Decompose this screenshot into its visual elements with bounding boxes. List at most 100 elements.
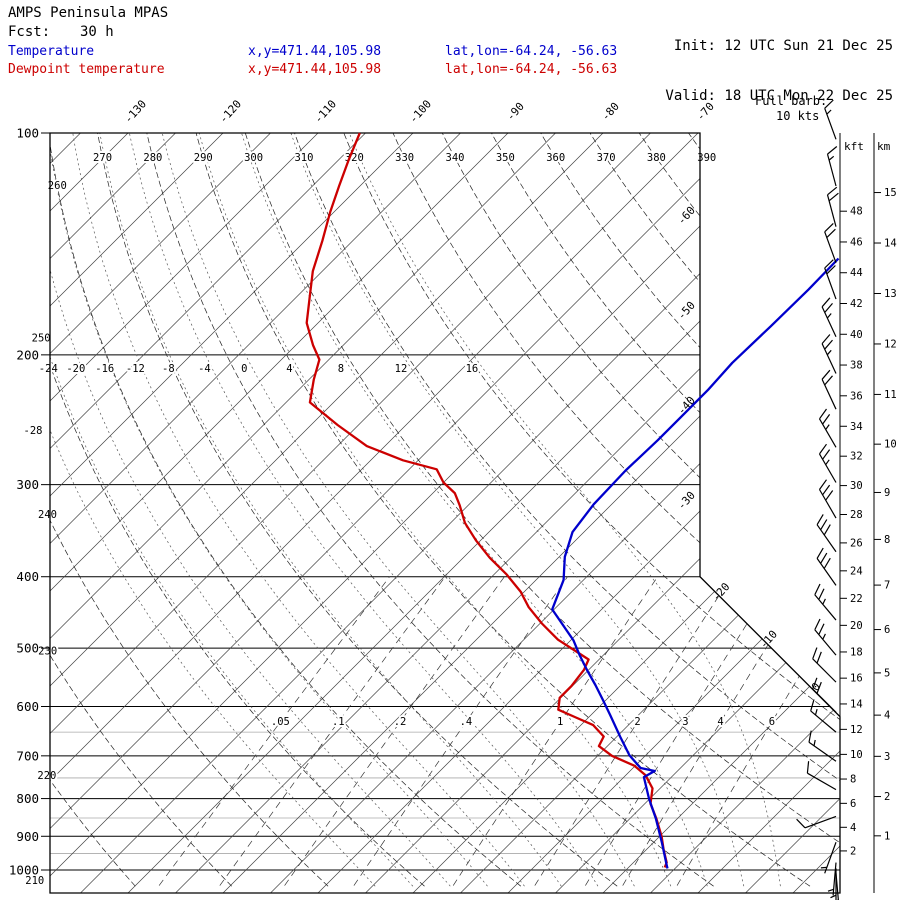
pressure-label: 700 — [16, 748, 39, 763]
theta-left-label: 260 — [48, 180, 67, 192]
isotherm — [50, 133, 224, 893]
valid-value: 18 UTC Mon 22 Dec 25 — [724, 88, 893, 104]
plot-labels: -28-24 -20 -16 -12 -8 -4 0 4 8 12 16.05.1.2.4 1 2 3 4 6… — [23, 97, 823, 889]
pressure-label: 300 — [16, 477, 39, 492]
isotherm — [270, 133, 840, 893]
pressure-axis: 100 200 300 400 500 600 700 800 900 1000 — [9, 126, 50, 878]
mixing-ratio-4 — [622, 576, 811, 886]
kft-tick-label: 26 — [850, 537, 863, 549]
kft-tick-label: 22 — [850, 593, 863, 605]
dry-adiabat-300 — [244, 133, 840, 887]
kft-tick-label: 8 — [850, 774, 856, 786]
theta-left-label: 250 — [32, 332, 51, 344]
mixing-ratio-label: .05 — [271, 716, 290, 728]
mixing-ratio-label: 3 — [682, 716, 688, 728]
isotherm — [365, 133, 840, 893]
pressure-label: 900 — [16, 829, 39, 844]
isotherm — [0, 133, 33, 893]
theta-top-label: 270 — [93, 152, 112, 164]
mixing-ratio-label: .1 — [332, 716, 345, 728]
dewpoint-latlon: lat,lon=-64.24, -56.63 — [445, 62, 618, 77]
kft-tick-label: 20 — [850, 620, 863, 632]
isotherm-top-label: -100 — [407, 97, 434, 125]
kft-tick-label: 10 — [850, 749, 863, 761]
theta-top-label: 360 — [546, 152, 565, 164]
isotherm — [50, 133, 651, 893]
mixing-ratio-label: .4 — [460, 716, 473, 728]
moist-adiabat-label: -20 — [66, 363, 85, 375]
moist-adiabat--16 — [50, 133, 488, 887]
mixing-ratio-label: .2 — [394, 716, 407, 728]
barb-scale-note-line1: Full barb: — [755, 94, 828, 108]
km-tick-label: 3 — [884, 751, 890, 763]
dry-adiabat-290 — [195, 133, 811, 887]
dry-adiabat-330 — [392, 133, 840, 887]
moist-adiabat--8 — [99, 133, 562, 887]
theta-top-label: 340 — [446, 152, 465, 164]
isotherm-top-label: -130 — [122, 97, 149, 125]
moist-adiabat-label: 12 — [395, 363, 408, 375]
moist-adiabat-label: -24 — [39, 363, 58, 375]
moist-adiabat-label: 0 — [241, 363, 247, 375]
kft-tick-label: 18 — [850, 646, 863, 658]
kft-tick-label: 28 — [850, 509, 863, 521]
isotherm — [50, 133, 176, 893]
isotherm — [50, 133, 556, 893]
kft-tick-label: 36 — [850, 390, 863, 402]
isotherm — [50, 133, 414, 893]
theta-left-label: 220 — [37, 770, 56, 782]
kft-tick-label: 24 — [850, 565, 863, 577]
barb-scale-note-line2: 10 kts — [776, 109, 820, 123]
mixing-ratio-label: 2 — [634, 716, 640, 728]
theta-top-label: 310 — [294, 152, 313, 164]
forecast-hour-value: 30 h — [80, 24, 114, 40]
dry-adiabat-230 — [50, 133, 232, 887]
temperature-curve — [551, 257, 840, 869]
pressure-label: 1000 — [9, 863, 39, 878]
kft-tick-label: 30 — [850, 480, 863, 492]
isotherm — [50, 133, 319, 893]
moist-adiabat-0 — [161, 133, 635, 887]
isotherm-top-label: -70 — [694, 100, 717, 123]
dry-adiabat-370 — [589, 133, 840, 887]
mixing-ratio-0.05 — [158, 576, 390, 886]
isotherm-right-label: -50 — [675, 299, 698, 322]
run-times: Init: 12 UTC Sun 21 Dec 25 Valid: 18 UTC… — [665, 5, 893, 137]
dry-adiabat-210 — [0, 133, 39, 886]
kft-tick-label: 46 — [850, 236, 863, 248]
isotherm — [50, 133, 509, 893]
mixing-ratio-label: 1 — [557, 716, 563, 728]
kft-tick-label: 34 — [850, 421, 863, 433]
dry-adiabat-390 — [688, 133, 840, 887]
kft-tick-label: 44 — [850, 267, 863, 279]
moist-adiabat-label: -28 — [24, 425, 43, 437]
dry-adiabat-310 — [294, 133, 840, 887]
km-tick-label: 1 — [884, 830, 890, 842]
altitude-axis: kft km24681012141618202224262830323436384… — [839, 133, 897, 893]
mixing-ratio-0.4 — [353, 576, 568, 886]
kft-tick-label: 48 — [850, 206, 863, 218]
moist-adiabat-label: -12 — [126, 363, 145, 375]
moist-adiabat--20 — [50, 133, 451, 887]
dry-adiabat-360 — [540, 133, 840, 887]
moist-adiabat-label: -4 — [198, 363, 211, 375]
isotherm — [412, 133, 840, 893]
valid-label: Valid: — [665, 88, 716, 104]
isotherm-top-label: -110 — [312, 97, 339, 125]
plot-border — [49, 132, 841, 894]
theta-left-label: 240 — [38, 509, 57, 521]
isotherm-diag-label: -20 — [710, 580, 733, 603]
km-tick-label: 6 — [884, 624, 890, 636]
theta-top-label: 330 — [395, 152, 414, 164]
theta-top-label: 370 — [597, 152, 616, 164]
dry-adiabat-350 — [491, 133, 840, 887]
model-title: AMPS Peninsula MPAS — [8, 5, 169, 21]
pressure-label: 800 — [16, 791, 39, 806]
km-tick-label: 11 — [884, 389, 897, 401]
isotherm — [50, 133, 794, 893]
moist-adiabat-label: -8 — [162, 363, 175, 375]
init-value: 12 UTC Sun 21 Dec 25 — [724, 38, 893, 54]
dewpoint-gridpoint: x,y=471.44,105.98 — [248, 62, 382, 77]
isotherm — [50, 133, 366, 893]
theta-top-label: 290 — [194, 152, 213, 164]
